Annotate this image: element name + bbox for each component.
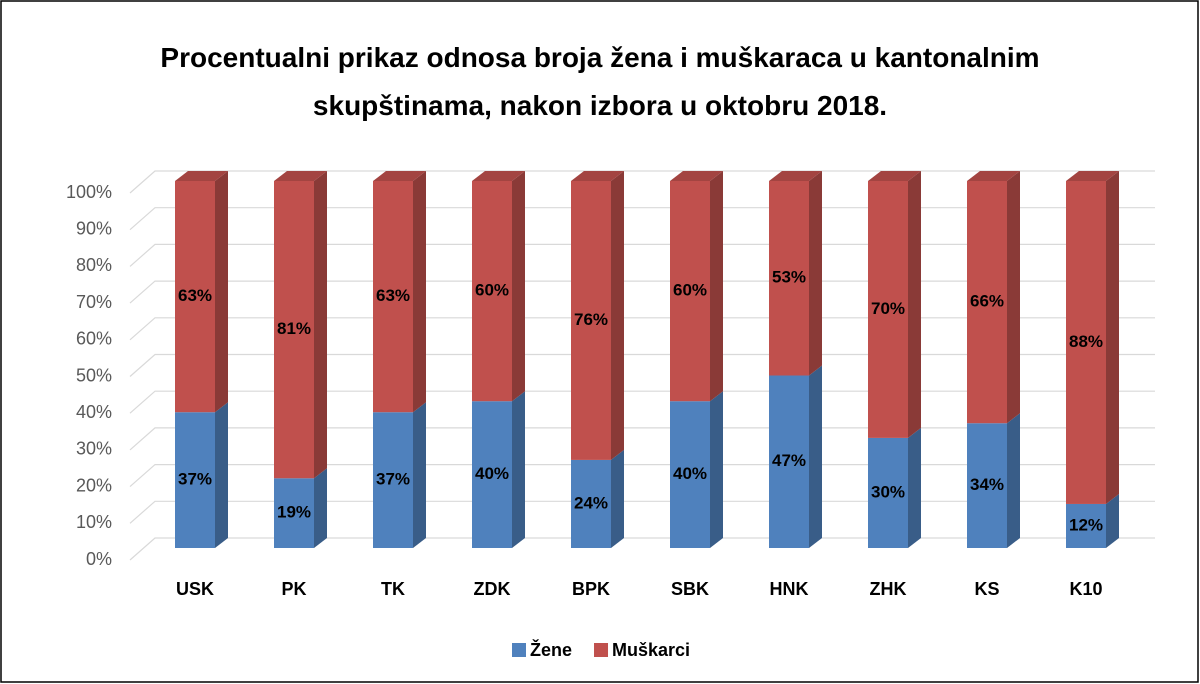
bar	[868, 181, 908, 438]
x-tick-label: PK	[281, 579, 306, 599]
x-tick-label: USK	[176, 579, 214, 599]
bar-top	[967, 171, 1020, 181]
data-label: 66%	[970, 292, 1004, 311]
bar	[571, 181, 611, 460]
bar-side	[413, 171, 426, 413]
bar-side	[1007, 413, 1020, 548]
data-label: 34%	[970, 475, 1004, 494]
y-tick-label: 100%	[66, 182, 112, 202]
bar-side	[611, 449, 624, 548]
y-tick-label: 90%	[76, 218, 112, 238]
data-label: 19%	[277, 503, 311, 522]
y-tick-label: 30%	[76, 439, 112, 459]
bar	[274, 181, 314, 479]
y-tick-label: 20%	[76, 475, 112, 495]
chart-title: Procentualni prikaz odnosa broja žena i …	[160, 42, 1040, 121]
bar-side	[710, 171, 723, 402]
bar-top	[868, 171, 921, 181]
x-tick-label: BPK	[572, 579, 610, 599]
bar	[670, 401, 710, 548]
bar-top	[670, 171, 723, 181]
bar-side	[314, 171, 327, 479]
y-tick-label: 10%	[76, 512, 112, 532]
bar-side	[908, 171, 921, 438]
data-label: 30%	[871, 482, 905, 501]
data-label: 12%	[1069, 515, 1103, 534]
bar-top	[274, 171, 327, 181]
y-tick-label: 80%	[76, 255, 112, 275]
bar	[472, 401, 512, 548]
bar-side	[908, 427, 921, 548]
data-label: 37%	[178, 470, 212, 489]
bar-side	[314, 468, 327, 548]
bar-top	[769, 171, 822, 181]
data-label: 53%	[772, 268, 806, 287]
x-tick-label: HNK	[770, 579, 809, 599]
bar	[769, 375, 809, 548]
legend-swatch	[594, 643, 609, 657]
data-label: 63%	[376, 286, 410, 305]
data-label: 63%	[178, 286, 212, 305]
bar-side	[1106, 493, 1119, 548]
data-label: 24%	[574, 493, 608, 512]
bar	[373, 412, 413, 548]
x-tick-label: TK	[381, 579, 405, 599]
x-tick-label: ZHK	[870, 579, 907, 599]
bar	[175, 412, 215, 548]
x-tick-label: ZDK	[474, 579, 511, 599]
bar	[274, 478, 314, 548]
data-label: 76%	[574, 310, 608, 329]
bar-side	[215, 402, 228, 548]
bar	[175, 181, 215, 413]
bar-top	[472, 171, 525, 181]
bar	[967, 181, 1007, 424]
y-tick-label: 60%	[76, 329, 112, 349]
y-tick-label: 0%	[86, 549, 112, 569]
bar	[1066, 503, 1106, 548]
legend-label: Žene	[530, 639, 572, 660]
y-tick-label: 40%	[76, 402, 112, 422]
bar-side	[215, 171, 228, 413]
bar-side	[1106, 171, 1119, 504]
bar	[472, 181, 512, 402]
data-label: 60%	[673, 281, 707, 300]
bar-side	[512, 171, 525, 402]
bar-top	[571, 171, 624, 181]
data-label: 40%	[673, 464, 707, 483]
bar	[769, 181, 809, 376]
data-label: 88%	[1069, 332, 1103, 351]
bar-side	[1007, 171, 1020, 424]
bar-side	[710, 391, 723, 548]
bar	[967, 423, 1007, 548]
data-label: 70%	[871, 299, 905, 318]
data-label: 40%	[475, 464, 509, 483]
bar-side	[809, 365, 822, 548]
bar-top	[1066, 171, 1119, 181]
data-label: 81%	[277, 319, 311, 338]
x-tick-label: K10	[1069, 579, 1102, 599]
legend-label: Muškarci	[612, 640, 690, 660]
bar	[1066, 181, 1106, 504]
bar	[373, 181, 413, 413]
bar-side	[413, 402, 426, 548]
y-tick-label: 70%	[76, 292, 112, 312]
legend-swatch	[512, 643, 526, 657]
data-label: 47%	[772, 451, 806, 470]
bar-side	[611, 171, 624, 460]
data-label: 37%	[376, 470, 410, 489]
bar-side	[809, 171, 822, 376]
bar	[571, 459, 611, 548]
bar-top	[175, 171, 228, 181]
bar-side	[512, 391, 525, 548]
x-tick-label: KS	[974, 579, 999, 599]
bar	[868, 437, 908, 548]
data-label: 60%	[475, 281, 509, 300]
bar	[670, 181, 710, 402]
y-tick-label: 50%	[76, 365, 112, 385]
bar-top	[373, 171, 426, 181]
x-tick-label: SBK	[671, 579, 709, 599]
